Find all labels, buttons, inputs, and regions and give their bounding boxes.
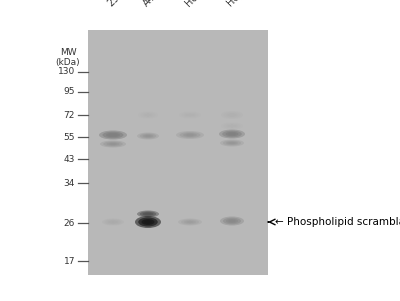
Ellipse shape bbox=[220, 139, 244, 147]
Text: 55: 55 bbox=[64, 132, 75, 141]
Ellipse shape bbox=[138, 218, 158, 226]
Text: A431: A431 bbox=[141, 0, 166, 8]
Ellipse shape bbox=[140, 112, 156, 118]
Ellipse shape bbox=[219, 129, 245, 138]
Ellipse shape bbox=[102, 132, 124, 138]
Text: 130: 130 bbox=[58, 67, 75, 76]
Text: 293T: 293T bbox=[106, 0, 130, 8]
Text: 34: 34 bbox=[64, 178, 75, 188]
Ellipse shape bbox=[186, 134, 194, 136]
Ellipse shape bbox=[223, 140, 241, 146]
Text: HepG2: HepG2 bbox=[225, 0, 256, 8]
Ellipse shape bbox=[223, 97, 241, 103]
Ellipse shape bbox=[221, 123, 243, 129]
Ellipse shape bbox=[178, 219, 202, 225]
Ellipse shape bbox=[179, 111, 201, 119]
Ellipse shape bbox=[142, 212, 154, 216]
Text: 17: 17 bbox=[64, 256, 75, 265]
Ellipse shape bbox=[180, 132, 200, 138]
Ellipse shape bbox=[142, 134, 154, 138]
Ellipse shape bbox=[223, 218, 241, 224]
Bar bbox=[88, 30, 268, 275]
Ellipse shape bbox=[221, 111, 243, 119]
Ellipse shape bbox=[226, 113, 238, 117]
Text: ← Phospholipid scramblase 1: ← Phospholipid scramblase 1 bbox=[275, 217, 400, 227]
Text: 72: 72 bbox=[64, 110, 75, 119]
Ellipse shape bbox=[102, 219, 124, 225]
Ellipse shape bbox=[105, 219, 121, 225]
Ellipse shape bbox=[137, 210, 159, 218]
Ellipse shape bbox=[109, 143, 117, 145]
Ellipse shape bbox=[226, 141, 238, 145]
Ellipse shape bbox=[224, 112, 240, 118]
Ellipse shape bbox=[109, 134, 117, 136]
Ellipse shape bbox=[145, 213, 151, 215]
Ellipse shape bbox=[220, 216, 244, 225]
Ellipse shape bbox=[142, 219, 154, 225]
Text: HeLa: HeLa bbox=[183, 0, 208, 8]
Text: 95: 95 bbox=[64, 88, 75, 97]
Text: MW
(kDa): MW (kDa) bbox=[56, 48, 80, 67]
Ellipse shape bbox=[226, 124, 238, 128]
Ellipse shape bbox=[145, 114, 151, 116]
Ellipse shape bbox=[140, 133, 156, 139]
Ellipse shape bbox=[226, 219, 238, 223]
Ellipse shape bbox=[143, 113, 153, 117]
Ellipse shape bbox=[144, 220, 152, 224]
Ellipse shape bbox=[229, 114, 235, 116]
Ellipse shape bbox=[181, 219, 199, 225]
Ellipse shape bbox=[99, 131, 127, 139]
Ellipse shape bbox=[100, 141, 126, 147]
Ellipse shape bbox=[106, 142, 120, 146]
Ellipse shape bbox=[184, 220, 196, 224]
Ellipse shape bbox=[187, 114, 193, 116]
Text: 43: 43 bbox=[64, 154, 75, 163]
Ellipse shape bbox=[226, 98, 238, 102]
Ellipse shape bbox=[228, 133, 236, 135]
Ellipse shape bbox=[138, 111, 158, 119]
Ellipse shape bbox=[186, 221, 194, 223]
Ellipse shape bbox=[228, 220, 236, 222]
Ellipse shape bbox=[140, 211, 156, 217]
Ellipse shape bbox=[228, 142, 236, 144]
Ellipse shape bbox=[220, 96, 244, 104]
Ellipse shape bbox=[183, 133, 197, 137]
Ellipse shape bbox=[184, 113, 196, 117]
Ellipse shape bbox=[229, 125, 235, 127]
Ellipse shape bbox=[222, 131, 242, 137]
Ellipse shape bbox=[176, 131, 204, 139]
Ellipse shape bbox=[110, 221, 116, 223]
Ellipse shape bbox=[106, 133, 120, 137]
Ellipse shape bbox=[137, 132, 159, 139]
Ellipse shape bbox=[103, 141, 123, 147]
Ellipse shape bbox=[182, 112, 198, 118]
Ellipse shape bbox=[224, 123, 240, 129]
Ellipse shape bbox=[135, 216, 161, 228]
Ellipse shape bbox=[108, 220, 118, 224]
Ellipse shape bbox=[145, 135, 151, 137]
Ellipse shape bbox=[226, 132, 238, 136]
Text: 26: 26 bbox=[64, 219, 75, 228]
Ellipse shape bbox=[228, 99, 236, 101]
